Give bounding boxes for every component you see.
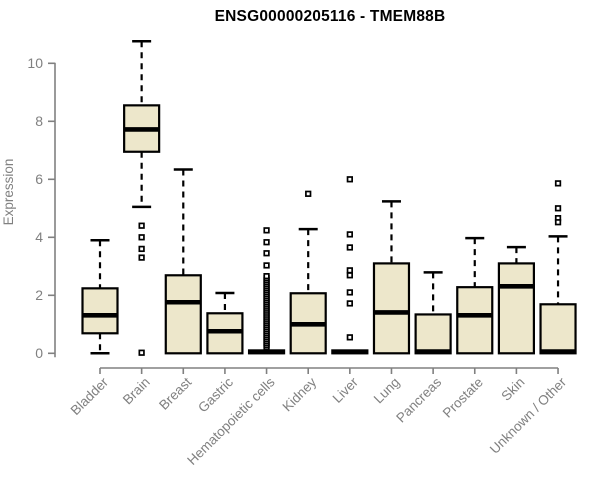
outlier-point xyxy=(263,262,270,269)
y-tick-label: 6 xyxy=(35,171,43,187)
outlier-point xyxy=(346,272,353,279)
outlier-point xyxy=(346,300,353,307)
x-tick-label-skin: Skin xyxy=(498,375,527,404)
outlier-point xyxy=(554,205,562,212)
outlier-point xyxy=(263,239,270,246)
iqr-box xyxy=(497,262,535,355)
outlier-point xyxy=(346,334,353,341)
boxplot-box-breast xyxy=(164,168,202,355)
boxplot-box-pancreas xyxy=(414,271,452,355)
boxplot-box-lung xyxy=(372,200,411,355)
iqr-box xyxy=(414,313,452,355)
outlier-point xyxy=(138,245,145,253)
y-axis-label: Expression xyxy=(1,159,16,226)
outlier-point xyxy=(138,234,145,241)
x-tick-label-pancreas: Pancreas xyxy=(393,374,444,425)
iqr-box xyxy=(81,287,119,335)
outlier-point xyxy=(554,180,562,187)
boxplot-box-prostate xyxy=(456,236,494,355)
iqr-box xyxy=(539,303,577,355)
boxplot-box-brain xyxy=(123,40,161,356)
outlier-point xyxy=(263,250,270,257)
outlier-point xyxy=(138,222,145,229)
outlier-point xyxy=(346,289,353,296)
boxplot-box-hematopoietic-cells xyxy=(247,227,286,355)
x-tick-label-prostate: Prostate xyxy=(440,375,486,421)
x-tick-label-gastric: Gastric xyxy=(195,374,236,415)
boxplot-box-unknown-other xyxy=(539,180,577,355)
outlier-point xyxy=(263,227,270,234)
outlier-point xyxy=(554,219,562,226)
y-tick-label: 8 xyxy=(35,113,43,129)
x-tick-label-kidney: Kidney xyxy=(280,374,320,414)
x-tick-label-bladder: Bladder xyxy=(68,374,112,418)
x-tick-label-liver: Liver xyxy=(330,374,362,406)
y-tick-label: 10 xyxy=(27,55,43,71)
iqr-box xyxy=(372,262,411,355)
x-tick-label-unknown-other: Unknown / Other xyxy=(487,374,570,457)
x-tick-label-breast: Breast xyxy=(156,374,194,412)
boxplot-box-skin xyxy=(497,245,535,355)
boxplot-box-bladder xyxy=(81,238,119,355)
outlier-point xyxy=(138,254,145,261)
outlier-point xyxy=(263,273,270,280)
boxplot-box-liver xyxy=(331,176,369,355)
boxplot-box-gastric xyxy=(206,291,244,355)
outlier-point xyxy=(305,190,312,197)
chart-title: ENSG00000205116 - TMEM88B xyxy=(214,8,446,25)
outlier-point xyxy=(346,176,353,183)
y-tick-label: 0 xyxy=(35,345,43,361)
outlier-point xyxy=(346,231,353,238)
y-tick-label: 2 xyxy=(35,287,43,303)
outlier-point xyxy=(346,267,353,274)
iqr-box xyxy=(456,286,494,355)
iqr-box xyxy=(164,274,202,355)
boxplot-box-kidney xyxy=(289,190,327,355)
outlier-point xyxy=(346,244,353,251)
outlier-point xyxy=(138,349,145,356)
x-tick-label-brain: Brain xyxy=(120,375,153,408)
y-axis: 0 2 4 6 8 10 Expression xyxy=(1,55,56,361)
x-tick-label-lung: Lung xyxy=(371,375,403,407)
y-tick-label: 4 xyxy=(35,229,43,245)
